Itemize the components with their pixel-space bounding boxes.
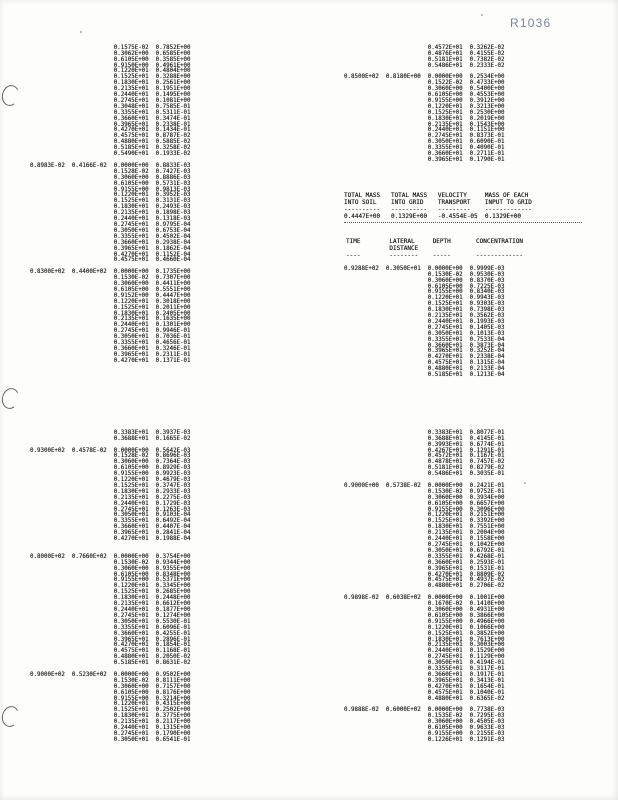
hole-punch-mark — [0, 386, 22, 411]
hole-punch-mark — [0, 83, 22, 108]
scan-speck — [481, 14, 483, 16]
summary-table: TOTAL MASS TOTAL MASS VELOCITY MASS OF E… — [344, 192, 532, 220]
dotted-separator — [344, 222, 582, 223]
data-column-bottom-left: 0.3383E+01 0.3937E-03 0.3688E+01 0.1665E… — [30, 429, 191, 743]
hole-punch-mark — [0, 704, 22, 729]
scan-speck — [524, 482, 526, 484]
data-column-top-right: 0.4572E+01 0.3262E-02 0.4876E+01 0.4155E… — [344, 44, 505, 164]
data-column-bottom-right: 0.3383E+01 0.8077E-01 0.3688E+01 0.4145E… — [344, 429, 505, 743]
data-column-top-left: 0.1575E-02 0.7852E+00 0.3062E+00 0.6585E… — [30, 44, 191, 364]
profile-table-header: TIME LATERAL DEPTH CONCENTRATION DISTANC… — [346, 238, 524, 259]
page-id-stamp: R1036 — [510, 16, 552, 30]
data-column-mid-right: 0.9288E+02 0.3050E+01 0.0000E+00 0.9999E… — [344, 265, 505, 379]
scan-speck — [80, 31, 82, 33]
